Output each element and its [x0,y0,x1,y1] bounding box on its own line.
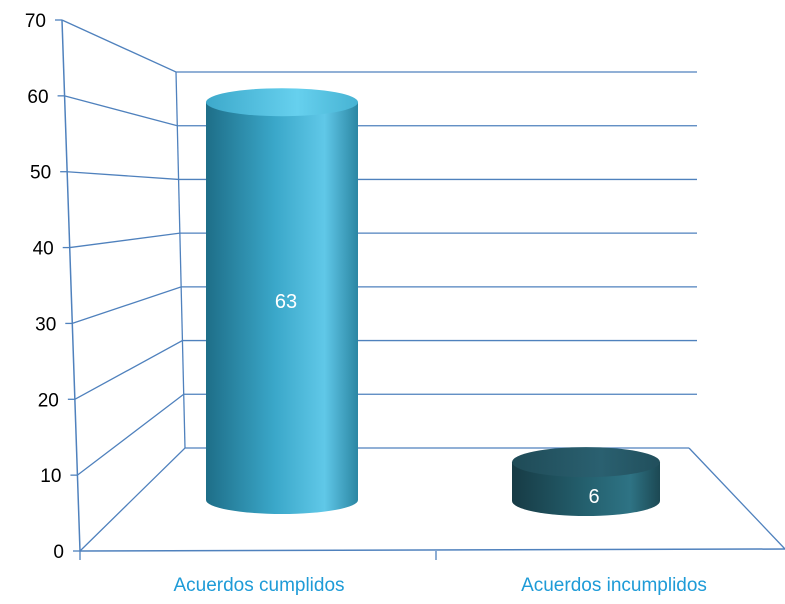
labels: 0 10 20 30 40 50 60 70 63 6 Acuerdos cumplidos Acue… [25,11,707,596]
bar-top [512,447,660,478]
x-tick-label: Acuerdos incumplidos [521,575,707,596]
data-label: 6 [588,486,599,508]
y-tick-label: 10 [40,466,61,487]
back-wall-edge [175,71,186,449]
y-axis-line [61,19,81,552]
y-tick-label: 70 [25,11,46,32]
y-tick-label: 30 [35,314,56,335]
gridline [72,286,697,325]
gridline [69,232,697,249]
x-tick-label: Acuerdos cumplidos [173,575,344,596]
floor-edge [688,447,785,550]
bar-top [206,88,358,117]
gridline [74,339,697,400]
bar-body [512,462,660,516]
gridline [67,171,697,181]
y-tick-label: 50 [30,163,51,184]
y-tick-label: 60 [27,87,48,108]
axes [55,19,785,560]
gridlines [61,19,785,552]
data-label: 63 [275,291,297,313]
y-tick-label: 0 [53,542,64,563]
gridline [64,95,697,127]
gridline [61,19,697,73]
x-axis-line [79,548,785,552]
y-tick-label: 40 [33,239,54,260]
bars [206,88,660,516]
y-tick-label: 20 [38,390,59,411]
bar-body [206,102,358,514]
